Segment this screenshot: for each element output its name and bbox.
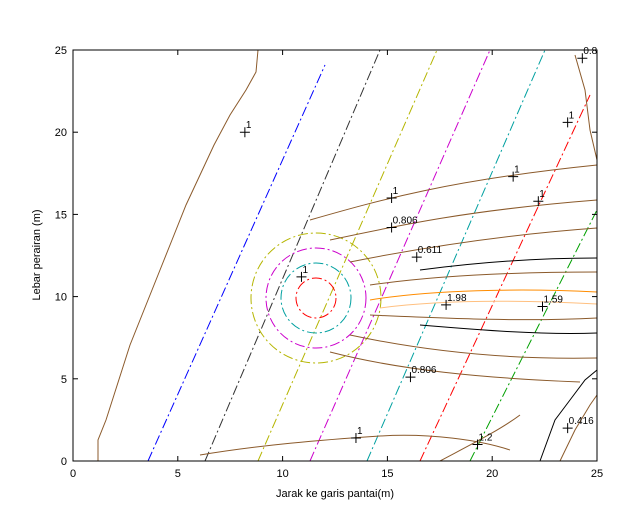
contour-label: 0.8 [583, 46, 597, 57]
label-marker [577, 53, 588, 64]
x-tick-label: 5 [175, 468, 181, 480]
contour-line [329, 199, 598, 241]
contour-label: 1 [514, 165, 520, 176]
y-tick-label: 0 [61, 456, 67, 468]
plot-frame [72, 49, 598, 462]
y-tick-label: 15 [55, 209, 67, 221]
label-marker [386, 222, 397, 233]
contours [97, 49, 598, 462]
contour-label: 1 [302, 265, 308, 276]
contour-line [349, 334, 598, 359]
contour-line [265, 247, 367, 349]
contour-line [419, 324, 598, 334]
contour-line [295, 277, 337, 319]
contour-line [309, 164, 598, 221]
label-marker [562, 117, 573, 128]
label-marker [533, 196, 544, 207]
contour-line [369, 314, 598, 321]
contour-label: 1 [357, 426, 363, 437]
contour-line [329, 351, 581, 383]
label-marker [537, 301, 548, 312]
contour-label: 0.806 [411, 365, 436, 376]
label-marker [562, 423, 573, 434]
y-axis-label: Lebar perairan (m) [31, 209, 43, 300]
contour-line [574, 54, 598, 161]
label-marker [239, 127, 250, 138]
label-marker [472, 439, 483, 450]
contour-line [147, 64, 326, 462]
y-tick-label: 20 [55, 127, 67, 139]
contour-line [280, 262, 352, 334]
label-marker [411, 252, 422, 263]
x-axis-label: Jarak ke garis pantai(m) [276, 488, 394, 500]
contour-label: 1.98 [447, 293, 467, 304]
x-tick-label: 15 [381, 468, 393, 480]
x-tick-label: 20 [486, 468, 498, 480]
x-tick-label: 25 [591, 468, 603, 480]
contour-label: 1 [246, 120, 252, 131]
label-marker [296, 271, 307, 282]
y-tick-label: 5 [61, 374, 67, 386]
contour-line [199, 434, 511, 456]
contour-line [419, 257, 598, 271]
contour-line [97, 49, 259, 461]
contour-line [559, 394, 598, 462]
label-marker [441, 299, 452, 310]
contour-label: 1.59 [544, 294, 564, 305]
contour-line [439, 414, 521, 462]
label-marker [508, 171, 519, 182]
label-marker [350, 432, 361, 443]
contour-label: 0.806 [393, 216, 418, 227]
label-marker [405, 372, 416, 383]
y-tick-label: 10 [55, 292, 67, 304]
y-tick-label: 25 [55, 45, 67, 57]
contour-line [309, 49, 491, 462]
contour-label: 1 [393, 186, 399, 197]
contour-line [349, 227, 598, 263]
contour-line [379, 300, 598, 309]
contour-label: 0.611 [418, 245, 443, 256]
contour-line [366, 49, 546, 462]
label-marker [386, 192, 397, 203]
contour-line [419, 94, 591, 462]
contour-line [257, 49, 438, 462]
contour-label: 0.416 [569, 416, 594, 427]
contour-label: 1 [569, 110, 575, 121]
contour-line [369, 271, 598, 286]
x-tick-label: 10 [276, 468, 288, 480]
contour-line [369, 289, 598, 301]
contour-line [469, 209, 598, 462]
contour-label: 1 [539, 189, 545, 200]
x-tick-label: 0 [70, 468, 76, 480]
contour-label: 1.2 [479, 433, 493, 444]
contour-line [204, 49, 381, 462]
contour-line [539, 369, 598, 462]
